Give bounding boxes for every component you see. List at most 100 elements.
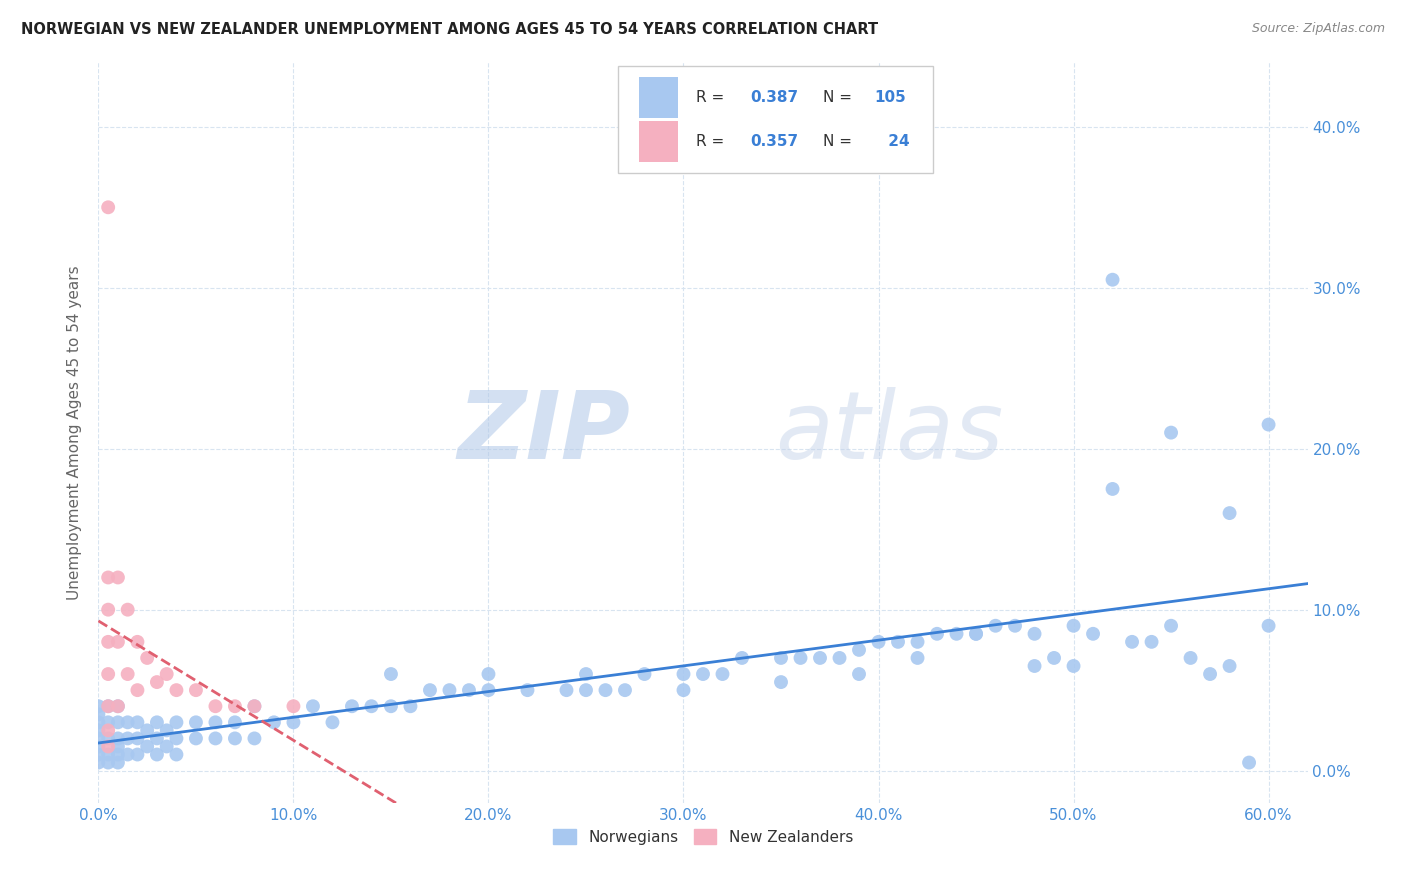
Point — [302, 699, 325, 714]
Point — [1024, 627, 1046, 641]
Point — [204, 731, 226, 746]
Point — [477, 667, 499, 681]
Point — [711, 667, 734, 681]
Point — [283, 715, 305, 730]
Point — [1063, 659, 1085, 673]
Point — [516, 683, 538, 698]
Point — [1219, 506, 1241, 520]
Point — [97, 635, 120, 649]
Y-axis label: Unemployment Among Ages 45 to 54 years: Unemployment Among Ages 45 to 54 years — [67, 265, 83, 600]
Text: 105: 105 — [875, 90, 907, 105]
Point — [1043, 651, 1066, 665]
Point — [769, 675, 792, 690]
Point — [808, 651, 831, 665]
Point — [945, 627, 967, 641]
Text: 24: 24 — [883, 135, 910, 149]
Point — [595, 683, 617, 698]
Point — [107, 747, 129, 762]
Point — [1160, 425, 1182, 440]
Point — [165, 731, 187, 746]
Point — [97, 756, 120, 770]
Point — [848, 643, 870, 657]
Point — [146, 715, 169, 730]
Point — [117, 602, 139, 616]
Point — [97, 667, 120, 681]
Point — [399, 699, 422, 714]
Point — [965, 627, 987, 641]
Point — [97, 602, 120, 616]
Text: Source: ZipAtlas.com: Source: ZipAtlas.com — [1251, 22, 1385, 36]
Point — [184, 683, 207, 698]
Point — [146, 731, 169, 746]
Point — [127, 747, 149, 762]
Point — [224, 731, 246, 746]
Point — [97, 715, 120, 730]
Point — [243, 699, 266, 714]
Point — [117, 731, 139, 746]
Point — [419, 683, 441, 698]
Point — [1004, 619, 1026, 633]
Point — [136, 651, 159, 665]
Point — [380, 699, 402, 714]
Point — [107, 739, 129, 754]
Point — [224, 715, 246, 730]
Point — [321, 715, 343, 730]
Point — [575, 667, 598, 681]
Point — [136, 723, 159, 738]
Point — [165, 715, 187, 730]
Point — [97, 200, 120, 214]
Text: ZIP: ZIP — [457, 386, 630, 479]
Point — [1121, 635, 1143, 649]
Point — [117, 667, 139, 681]
Point — [107, 699, 129, 714]
Point — [204, 715, 226, 730]
Point — [127, 683, 149, 698]
Point — [117, 715, 139, 730]
Point — [87, 747, 110, 762]
Point — [672, 667, 695, 681]
Point — [87, 699, 110, 714]
Point — [672, 683, 695, 698]
Point — [828, 651, 851, 665]
Point — [458, 683, 481, 698]
Point — [692, 667, 714, 681]
Legend: Norwegians, New Zealanders: Norwegians, New Zealanders — [547, 822, 859, 851]
Point — [87, 707, 110, 722]
FancyBboxPatch shape — [638, 121, 678, 162]
Point — [614, 683, 637, 698]
Point — [136, 739, 159, 754]
Point — [965, 627, 987, 641]
Point — [204, 699, 226, 714]
Point — [165, 747, 187, 762]
Point — [127, 715, 149, 730]
Point — [380, 667, 402, 681]
Point — [146, 747, 169, 762]
Text: 0.387: 0.387 — [751, 90, 799, 105]
Point — [984, 619, 1007, 633]
Text: atlas: atlas — [776, 387, 1004, 478]
Point — [97, 699, 120, 714]
Point — [1257, 619, 1279, 633]
Text: N =: N = — [823, 90, 856, 105]
Text: R =: R = — [696, 90, 728, 105]
Point — [87, 715, 110, 730]
Point — [925, 627, 948, 641]
Point — [1160, 619, 1182, 633]
Point — [907, 635, 929, 649]
Point — [127, 635, 149, 649]
Point — [887, 635, 910, 649]
Point — [1199, 667, 1222, 681]
Point — [87, 739, 110, 754]
Point — [1101, 482, 1123, 496]
Point — [184, 715, 207, 730]
Point — [107, 635, 129, 649]
FancyBboxPatch shape — [638, 78, 678, 118]
Point — [87, 756, 110, 770]
Point — [907, 651, 929, 665]
Point — [224, 699, 246, 714]
Point — [156, 667, 179, 681]
Point — [360, 699, 382, 714]
Point — [97, 731, 120, 746]
Point — [107, 715, 129, 730]
Point — [127, 731, 149, 746]
